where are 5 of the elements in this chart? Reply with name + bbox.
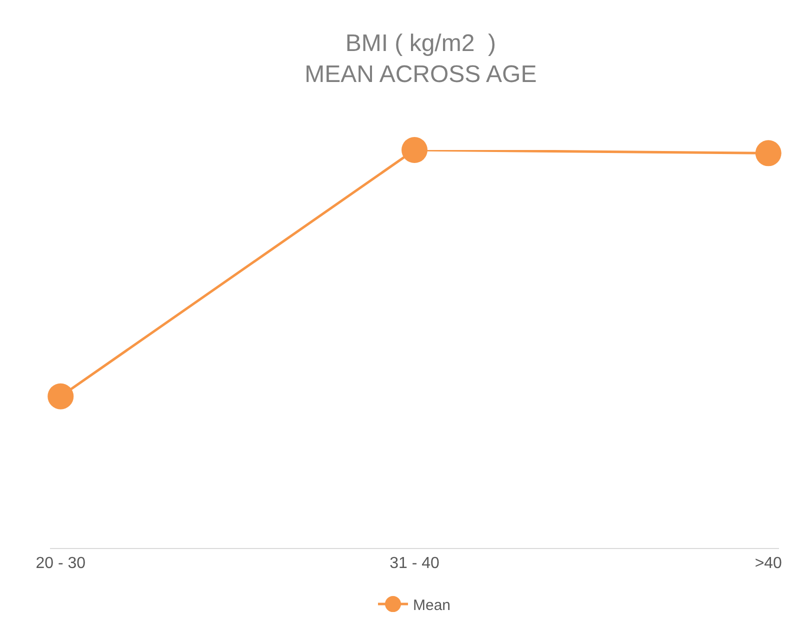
x-tick-label: 31 - 40: [390, 555, 440, 572]
legend-label: Mean: [413, 596, 451, 614]
x-tick-label: 20 - 30: [36, 555, 86, 572]
chart-title: BMI ( kg/m2 ) MEAN ACROSS AGE: [304, 30, 537, 88]
x-tick-label: >40: [754, 555, 782, 572]
